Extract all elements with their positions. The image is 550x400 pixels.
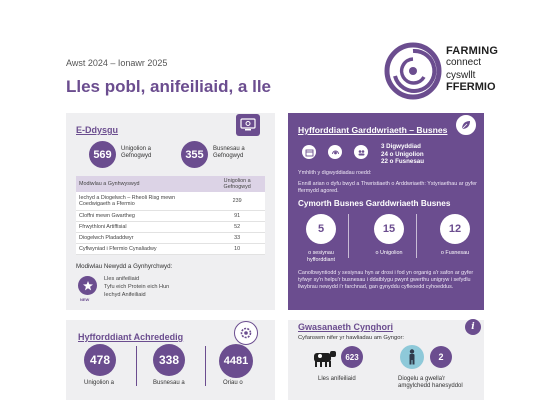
new-badge-icon: [78, 276, 97, 295]
advisory-intro: Cyfanswm nifer yr hawliadau am Gyngor:: [298, 335, 404, 341]
table-cell-module: Cyflwyniad i Ffermio Cynaliadwy: [76, 243, 210, 255]
table-cell-module: Iechyd a Diogelwch – Rheoli Risg mewn Co…: [76, 192, 210, 211]
table-row: Iechyd a Diogelwch – Rheoli Risg mewn Co…: [76, 192, 265, 211]
logo-swirl-icon: [384, 42, 442, 100]
table-cell-value: 52: [209, 221, 265, 233]
advisory-animal-welfare-circle: 623: [341, 346, 363, 368]
ring-individuals-label: o Unigolion: [375, 250, 403, 256]
stat-individuals-circle: 569: [89, 141, 116, 168]
horticulture-support-subtitle: Cymorth Busnes Garddwriaeth Busnes: [298, 199, 451, 208]
table-cell-module: Diogelwch Pladaddwyr: [76, 232, 210, 244]
logo-text-connect: connect: [446, 57, 482, 68]
horticulture-footer-text: Canolbwyntiodd y sesiynau hyn ar drosi i…: [298, 270, 474, 290]
computer-certificate-icon: [236, 114, 260, 136]
gear-certificate-icon: [234, 321, 258, 345]
table-cell-value: 33: [209, 232, 265, 244]
page-title: Lles pobl, anifeiliaid, a lle: [66, 77, 271, 96]
horticulture-business-card: [288, 113, 484, 310]
accredited-individuals-circle: 478: [84, 344, 116, 376]
summary-events: 3 Digwyddiad: [381, 143, 421, 150]
new-badge-label: NEW: [80, 297, 90, 302]
logo-text-farming: FARMING: [446, 45, 499, 57]
accredited-training-title: Hyfforddiant Achrededig: [78, 332, 184, 342]
table-row: Cloffni mewn Gwartheg 91: [76, 210, 265, 222]
table-cell-module: Ffrwythloni Artiffisial: [76, 221, 210, 233]
table-header-row: Modiwlau a Gynhwyswyd Unigolion a Gefnog…: [76, 176, 265, 192]
table-row: Diogelwch Pladaddwyr 33: [76, 232, 265, 244]
topics-title: Ymhlith y digwyddiadau roedd:: [298, 170, 372, 176]
ring-businesses: 12: [440, 214, 470, 244]
divider: [205, 346, 206, 386]
cow-icon: [310, 347, 338, 369]
new-module-item: Lles anifeiliaid: [104, 276, 140, 282]
summary-businesses: 22 o Fusnesau: [381, 158, 424, 165]
accredited-hours-circle: 4481: [219, 344, 253, 378]
advisory-animal-welfare-label: Lles anifeiliaid: [318, 376, 356, 382]
advisory-heritage-circle: 2: [430, 346, 452, 368]
table-row: Cyflwyniad i Ffermio Cynaliadwy 10: [76, 243, 265, 255]
leaf-icon: [455, 114, 477, 136]
horticulture-summary: 3 Digwyddiad 24 o Unigolion 22 o Fusnesa…: [381, 143, 424, 166]
divider: [136, 346, 137, 386]
e-learning-title: E-Ddysgu: [76, 125, 119, 135]
table-cell-module: Cloffni mewn Gwartheg: [76, 210, 210, 222]
topics-text: Ennill arian o dyfu bwyd a Thwristiaeth …: [298, 181, 477, 194]
table-row: Ffrwythloni Artiffisial 52: [76, 221, 265, 233]
stat-businesses-circle: 355: [181, 141, 208, 168]
stat-individuals-label: Unigolion a Gefnogwyd: [121, 146, 152, 159]
accredited-businesses-circle: 338: [153, 344, 185, 376]
new-module-item: Tyfu eich Protein eich Hun: [104, 284, 170, 290]
accredited-hours-label: Oriau o: [223, 380, 243, 386]
advisory-service-title: Gwasanaeth Cynghori: [298, 322, 394, 332]
horticulture-title: Hyfforddiant Garddwriaeth – Busnes: [298, 125, 448, 135]
table-cell-value: 10: [209, 243, 265, 255]
logo-text-cyswllt: cyswllt: [446, 70, 476, 81]
report-date: Awst 2024 – Ionawr 2025: [66, 58, 168, 68]
calendar-icon: [302, 145, 316, 159]
ring-sessions-label: o sesiynau hyfforddiant: [306, 250, 336, 263]
person-icon: [400, 345, 424, 369]
logo-text-ffermio: FFERMIO: [446, 81, 496, 93]
new-module-item: Iechyd Anifeiliaid: [104, 292, 146, 298]
farming-connect-logo: FARMING connect cyswllt FFERMIO: [384, 42, 544, 104]
divider: [416, 214, 417, 258]
modules-table: Modiwlau a Gynhwyswyd Unigolion a Gefnog…: [76, 176, 265, 255]
info-icon: i: [465, 319, 481, 335]
group-icon: [354, 145, 368, 159]
headset-icon: [328, 145, 342, 159]
table-cell-value: 239: [209, 192, 265, 211]
table-header-modules: Modiwlau a Gynhwyswyd: [76, 176, 210, 192]
advisory-heritage-label: Diogelu a gwella'r amgylchedd hanesyddol: [398, 376, 463, 389]
table-header-individuals: Unigolion a Gefnogwyd: [209, 176, 265, 192]
new-modules-title: Modiwlau Newydd a Gynhyrchwyd:: [76, 263, 173, 270]
summary-individuals: 24 o Unigolion: [381, 150, 424, 158]
table-cell-value: 91: [209, 210, 265, 222]
ring-businesses-label: o Fusnesau: [440, 250, 470, 256]
ring-individuals: 15: [374, 214, 404, 244]
accredited-individuals-label: Unigolion a: [84, 380, 115, 386]
accredited-businesses-label: Busnesau a: [153, 380, 185, 386]
ring-sessions: 5: [306, 214, 336, 244]
divider: [348, 214, 349, 258]
stat-businesses-label: Busnesau a Gefnogwyd: [213, 146, 245, 159]
